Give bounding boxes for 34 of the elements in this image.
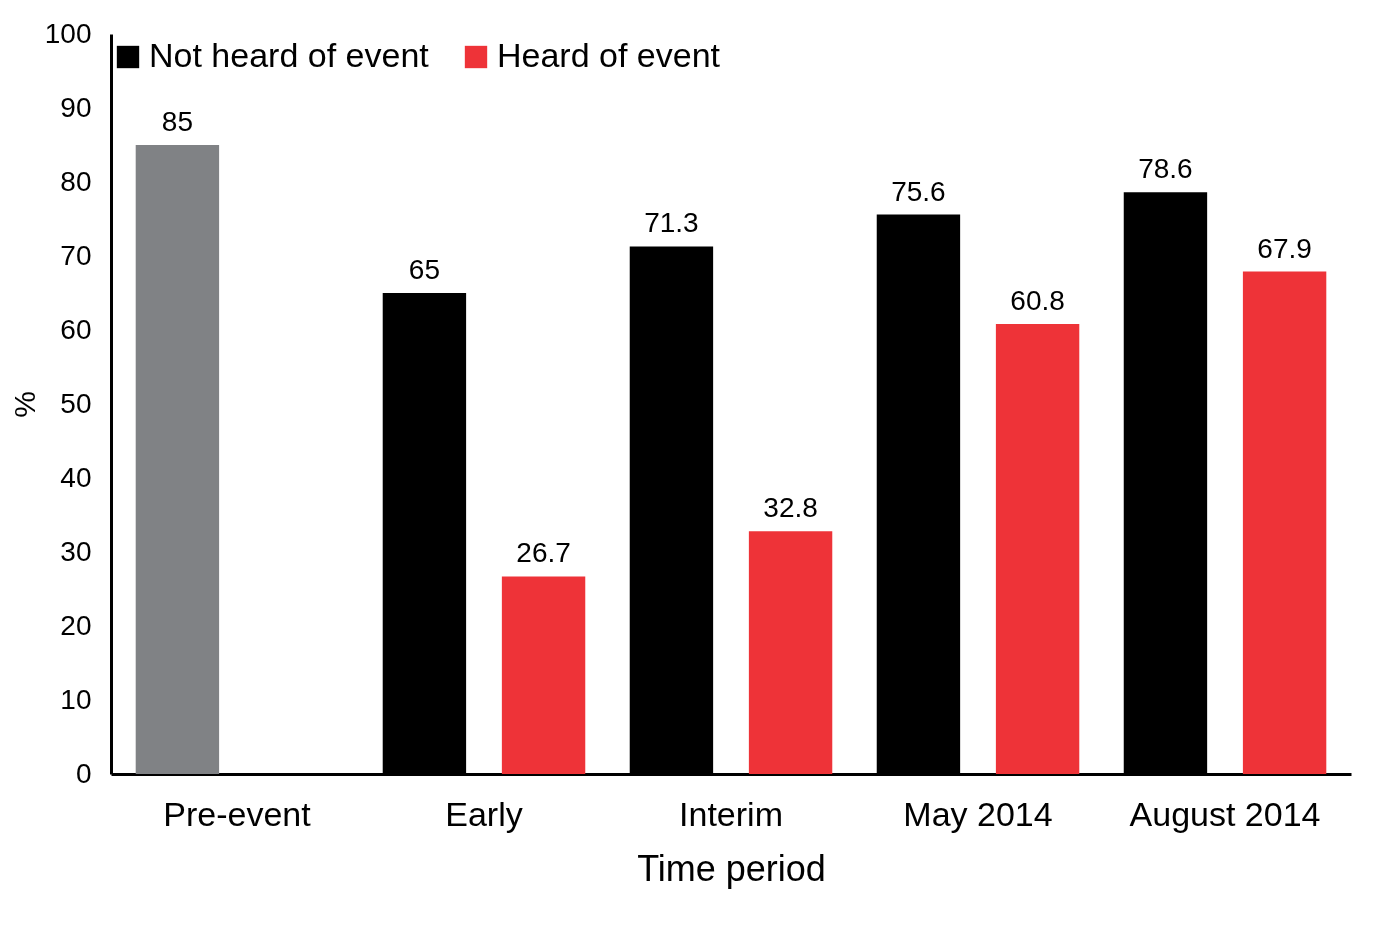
x-tick-label: Interim [679,794,783,833]
y-tick-label: 30 [60,535,92,567]
data-label: 78.6 [1138,153,1193,185]
x-tick-label: August 2014 [1129,794,1321,833]
bar [501,576,586,774]
y-tick-label: 50 [60,387,92,419]
y-tick-label: 60 [60,313,92,345]
data-label: 60.8 [1010,285,1065,317]
bar [995,324,1080,774]
y-axis-title: % [7,391,41,418]
y-tick-label: 40 [60,461,92,493]
y-tick-label: 10 [60,683,92,715]
y-tick-label: 0 [75,757,92,789]
x-tick-label: Early [445,794,523,833]
legend-label: Heard of event [497,36,721,74]
data-label: 75.6 [891,175,946,207]
legend-label: Not heard of event [149,36,430,74]
x-axis-title: Time period [637,847,826,889]
data-label: 67.9 [1257,232,1312,264]
bar [748,531,833,774]
data-label: 85 [161,106,193,137]
data-label: 71.3 [644,207,699,239]
x-tick-label: May 2014 [903,794,1053,833]
bar [1242,271,1327,774]
data-label: 26.7 [516,537,571,569]
y-tick-label: 20 [60,609,92,641]
y-tick-label: 90 [60,91,92,123]
x-tick-label: Pre-event [163,794,312,833]
y-tick-label: 70 [60,239,92,271]
y-tick-label: 80 [60,165,92,197]
y-tick-label: 100 [44,17,92,49]
data-label: 65 [408,254,440,285]
bar [135,145,220,774]
data-label: 32.8 [763,492,818,524]
